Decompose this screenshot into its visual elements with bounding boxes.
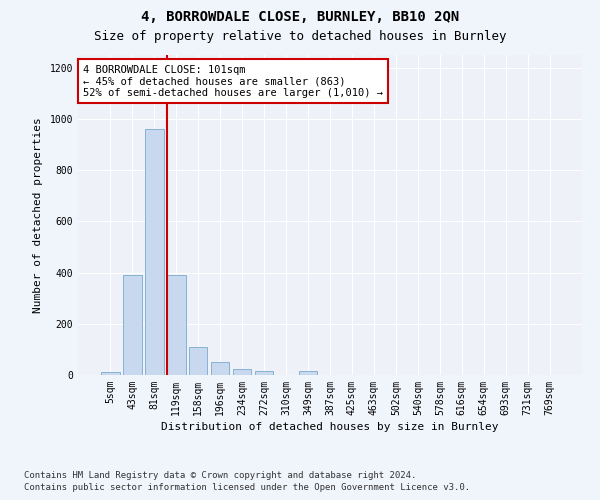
Bar — [299, 371, 317, 375]
Bar — [255, 371, 274, 375]
Text: 4 BORROWDALE CLOSE: 101sqm
← 45% of detached houses are smaller (863)
52% of sem: 4 BORROWDALE CLOSE: 101sqm ← 45% of deta… — [83, 64, 383, 98]
Text: Contains HM Land Registry data © Crown copyright and database right 2024.: Contains HM Land Registry data © Crown c… — [24, 471, 416, 480]
Text: Size of property relative to detached houses in Burnley: Size of property relative to detached ho… — [94, 30, 506, 43]
Bar — [123, 275, 142, 375]
Text: Contains public sector information licensed under the Open Government Licence v3: Contains public sector information licen… — [24, 484, 470, 492]
Bar — [233, 368, 251, 375]
Text: 4, BORROWDALE CLOSE, BURNLEY, BB10 2QN: 4, BORROWDALE CLOSE, BURNLEY, BB10 2QN — [141, 10, 459, 24]
Bar — [211, 362, 229, 375]
Bar — [189, 347, 208, 375]
Y-axis label: Number of detached properties: Number of detached properties — [32, 117, 43, 313]
Bar — [145, 129, 164, 375]
X-axis label: Distribution of detached houses by size in Burnley: Distribution of detached houses by size … — [161, 422, 499, 432]
Bar — [167, 275, 185, 375]
Bar — [101, 372, 119, 375]
